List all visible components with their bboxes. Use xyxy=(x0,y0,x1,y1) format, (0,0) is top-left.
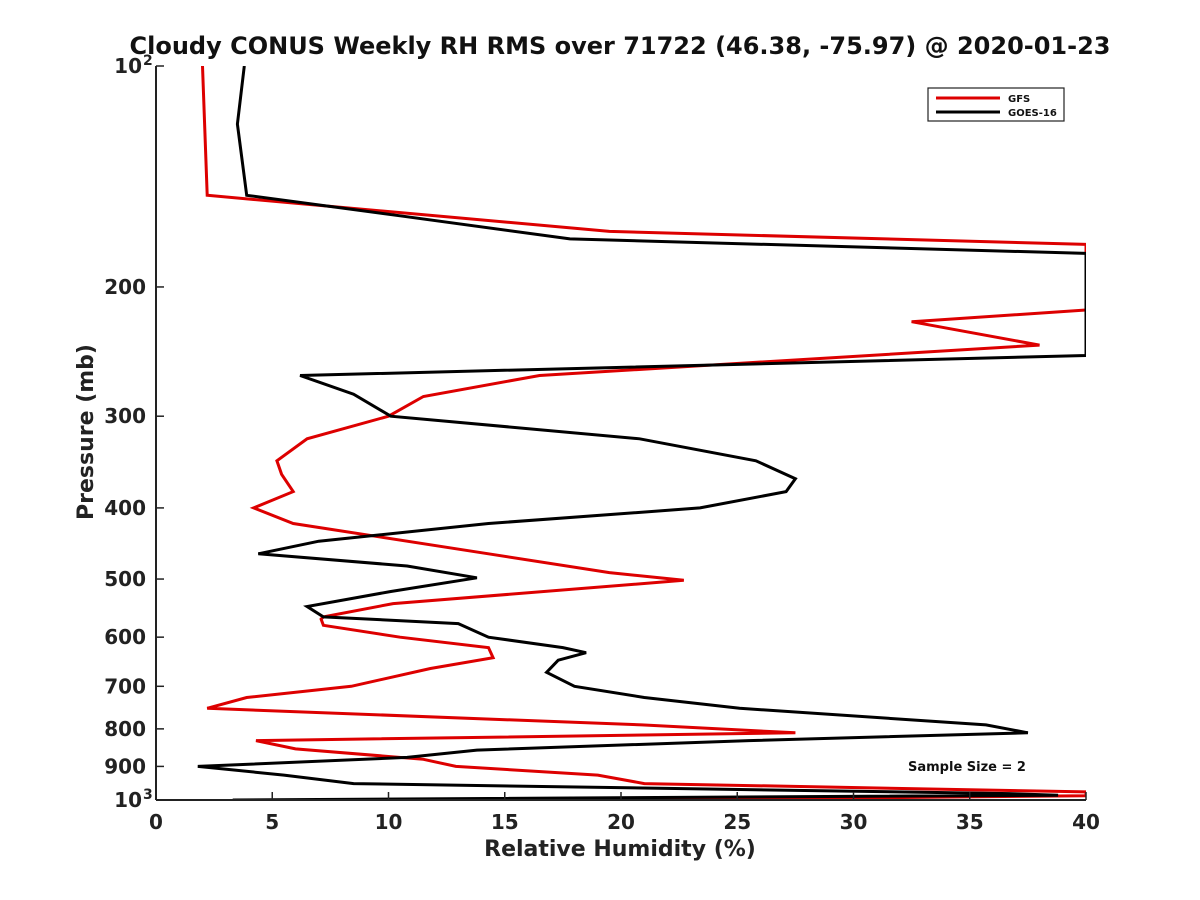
y-tick-exponent: 3 xyxy=(143,787,153,803)
x-axis-label: Relative Humidity (%) xyxy=(484,837,756,862)
y-tick-label: 300 xyxy=(104,404,146,428)
x-tick-label: 25 xyxy=(723,810,751,834)
y-tick-label: 500 xyxy=(104,567,146,591)
chart-title: Cloudy CONUS Weekly RH RMS over 71722 (4… xyxy=(130,32,1111,60)
y-tick-label: 600 xyxy=(104,625,146,649)
x-tick-label: 20 xyxy=(607,810,635,834)
legend: GFS GOES-16 xyxy=(927,87,1065,122)
x-tick-label: 35 xyxy=(956,810,984,834)
y-tick-label: 700 xyxy=(104,674,146,698)
legend-label: GOES-16 xyxy=(1008,108,1057,119)
y-tick-label: 800 xyxy=(104,717,146,741)
y-tick-exponent: 2 xyxy=(143,53,153,69)
y-tick-label: 10 xyxy=(114,788,142,812)
legend-box xyxy=(927,87,1065,122)
x-tick-label: 15 xyxy=(491,810,519,834)
y-tick-label: 400 xyxy=(104,496,146,520)
x-tick-label: 5 xyxy=(265,810,279,834)
y-axis-label: Pressure (mb) xyxy=(74,344,99,520)
y-tick-label: 900 xyxy=(104,754,146,778)
y-tick-label: 200 xyxy=(104,275,146,299)
series-layer xyxy=(197,66,1086,800)
sample-size-annotation: Sample Size = 2 xyxy=(908,760,1026,775)
x-tick-label: 40 xyxy=(1072,810,1100,834)
series-line-goes-16 xyxy=(197,66,1086,800)
x-tick-label: 0 xyxy=(149,810,163,834)
y-tick-label: 10 xyxy=(114,54,142,78)
legend-label: GFS xyxy=(1008,94,1030,105)
x-tick-label: 10 xyxy=(375,810,403,834)
x-tick-label: 30 xyxy=(840,810,868,834)
